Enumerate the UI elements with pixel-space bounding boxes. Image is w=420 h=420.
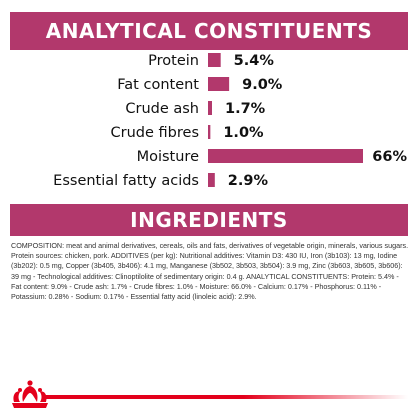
category-label-protein: Protein (148, 53, 199, 69)
bar-crude-fibres (208, 125, 211, 139)
category-label-fat-content: Fat content (117, 77, 199, 93)
bar-protein (208, 53, 221, 67)
category-label-moisture: Moisture (137, 149, 199, 165)
category-label-crude-fibres: Crude fibres (111, 125, 199, 141)
value-label-protein: 5.4% (234, 53, 275, 69)
analytical-constituents-title: ANALYTICAL CONSTITUENTS (45, 19, 373, 43)
bar-fat-content (208, 77, 230, 91)
category-label-crude-ash: Crude ash (125, 101, 199, 117)
value-label-crude-ash: 1.7% (225, 101, 266, 117)
value-label-essential-fatty-acids: 2.9% (228, 173, 269, 189)
royal-canin-crown-icon (12, 380, 48, 408)
analytical-constituents-banner: ANALYTICAL CONSTITUENTS (10, 12, 408, 50)
ingredients-title: INGREDIENTS (130, 208, 288, 232)
footer-red-line (42, 395, 408, 399)
ingredients-banner: INGREDIENTS (10, 204, 408, 236)
bar-essential-fatty-acids (208, 173, 215, 187)
category-label-essential-fatty-acids: Essential fatty acids (53, 173, 199, 189)
composition-text: COMPOSITION: meat and animal derivatives… (11, 241, 409, 302)
value-label-fat-content: 9.0% (242, 77, 283, 93)
bar-moisture (208, 149, 363, 163)
value-label-moisture: 66% (372, 149, 407, 165)
value-label-crude-fibres: 1.0% (223, 125, 264, 141)
analytical-constituents-chart: Protein 5.4% Fat content 9.0% Crude ash 1.7% C… (53, 53, 407, 189)
bar-crude-ash (208, 101, 212, 115)
